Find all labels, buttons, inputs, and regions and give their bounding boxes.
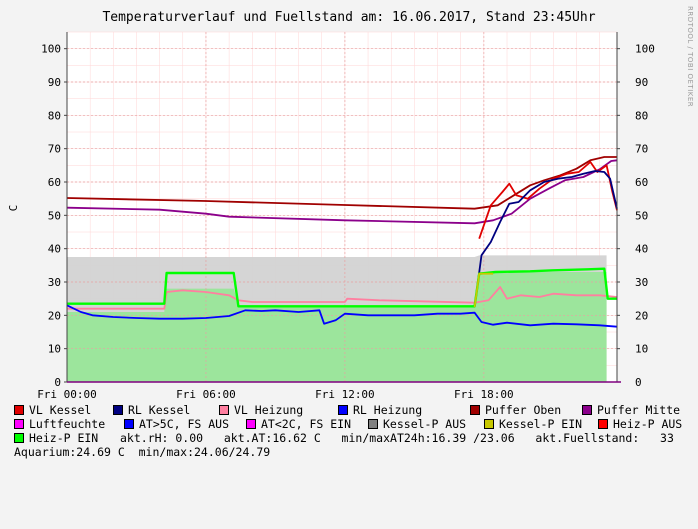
legend-label: AT>5C, FS AUS	[139, 417, 230, 431]
series-kessel-p-ein	[473, 272, 494, 308]
y-tick-label-left: 90	[48, 76, 61, 89]
legend-swatch	[219, 405, 229, 415]
legend-label: AT<2C, FS EIN	[261, 417, 352, 431]
legend-item: Puffer Mitte	[582, 403, 680, 417]
legend-label: Kessel-P AUS	[383, 417, 467, 431]
legend-row-3: Heiz-P EIN akt.rH: 0.00 akt.AT:16.62 C m…	[14, 431, 694, 445]
aquarium-text: Aquarium:24.69 C min/max:24.06/24.79	[14, 445, 271, 459]
y-tick-label-right: 50	[635, 209, 648, 222]
legend-swatch	[246, 419, 256, 429]
series-rl-heizung	[66, 304, 618, 328]
series-vl-kessel	[478, 161, 618, 239]
y-tick-label-left: 60	[48, 176, 61, 189]
legend-label: RL Kessel	[128, 403, 191, 417]
legend-label: VL Kessel	[29, 403, 92, 417]
y-tick-label-right: 0	[635, 376, 642, 389]
y-tick-label-right: 30	[635, 276, 648, 289]
legend-status-text: akt.rH: 0.00 akt.AT:16.62 C min/maxAT24h…	[120, 431, 674, 445]
x-tick-label: Fri 00:00	[37, 388, 97, 400]
legend-item: RL Heizung	[338, 403, 422, 417]
legend-row-4: Aquarium:24.69 C min/max:24.06/24.79	[14, 445, 694, 459]
y-tick-label-left: 10	[48, 343, 61, 356]
y-tick-label-left: 70	[48, 143, 61, 156]
legend-swatch	[582, 405, 592, 415]
legend-swatch	[14, 433, 24, 443]
legend-swatch	[14, 419, 24, 429]
legend-label: Heiz-P AUS	[613, 417, 683, 431]
legend-label: Puffer Mitte	[597, 403, 681, 417]
legend-label: RL Heizung	[353, 403, 423, 417]
legend-swatch	[14, 405, 24, 415]
legend-swatch	[598, 419, 608, 429]
legend: VL Kessel RL Kessel VL Heizung RL Heizun…	[14, 403, 694, 459]
legend-item: RL Kessel	[113, 403, 190, 417]
legend-label: Luftfeuchte	[29, 417, 106, 431]
legend-label: Kessel-P EIN	[499, 417, 583, 431]
chart-title: Temperaturverlauf und Fuellstand am: 16.…	[102, 10, 595, 25]
legend-row-1: VL Kessel RL Kessel VL Heizung RL Heizun…	[14, 403, 694, 417]
series-rl-kessel	[473, 170, 618, 308]
y-tick-label-left: 100	[41, 43, 61, 56]
legend-row-2: Luftfeuchte AT>5C, FS AUS AT<2C, FS EIN …	[14, 417, 694, 431]
legend-label: Puffer Oben	[485, 403, 562, 417]
y-tick-label-right: 10	[635, 343, 648, 356]
y-tick-label-left: 30	[48, 276, 61, 289]
rrdtool-watermark: RRDTOOL / TOBI OETIKER	[686, 6, 694, 108]
legend-label: VL Heizung	[234, 403, 304, 417]
y-axis-label: C	[7, 205, 20, 212]
legend-item: Luftfeuchte	[14, 417, 105, 431]
area-fuellstand	[67, 272, 607, 382]
legend-swatch	[470, 405, 480, 415]
y-tick-label-right: 80	[635, 109, 648, 122]
series-vl-heizung	[67, 286, 618, 310]
legend-item: AT<2C, FS EIN	[246, 417, 351, 431]
y-tick-label-left: 40	[48, 243, 61, 256]
y-tick-label-right: 70	[635, 143, 648, 156]
legend-item: Kessel-P AUS	[368, 417, 466, 431]
legend-label: Heiz-P EIN	[29, 431, 99, 445]
y-tick-label-right: 90	[635, 76, 648, 89]
rrd-graph-page: { "title": "Temperaturverlauf und Fuells…	[7, 6, 694, 459]
legend-item: Heiz-P AUS	[598, 417, 682, 431]
y-tick-label-right: 40	[635, 243, 648, 256]
legend-swatch	[368, 419, 378, 429]
legend-swatch	[113, 405, 123, 415]
legend-item: Puffer Oben	[470, 403, 561, 417]
y-tick-label-right: 60	[635, 176, 648, 189]
x-tick-label: Fri 12:00	[315, 388, 375, 400]
x-tick-label: Fri 18:00	[454, 388, 514, 400]
y-tick-label-left: 0	[54, 376, 61, 389]
x-tick-label: Fri 06:00	[176, 388, 236, 400]
legend-item: VL Heizung	[219, 403, 303, 417]
chart-svg: Temperaturverlauf und Fuellstand am: 16.…	[7, 10, 655, 400]
y-tick-label-left: 20	[48, 309, 61, 322]
legend-item: Kessel-P EIN	[484, 417, 582, 431]
y-tick-label-left: 50	[48, 209, 61, 222]
legend-swatch	[124, 419, 134, 429]
series-puffer-oben	[66, 156, 617, 210]
y-tick-label-right: 100	[635, 43, 655, 56]
legend-swatch	[484, 419, 494, 429]
legend-swatch	[338, 405, 348, 415]
legend-item: AT>5C, FS AUS	[124, 417, 229, 431]
y-tick-label-left: 80	[48, 109, 61, 122]
legend-item: VL Kessel	[14, 403, 91, 417]
y-tick-label-right: 20	[635, 309, 648, 322]
legend-item: Heiz-P EIN	[14, 431, 98, 445]
